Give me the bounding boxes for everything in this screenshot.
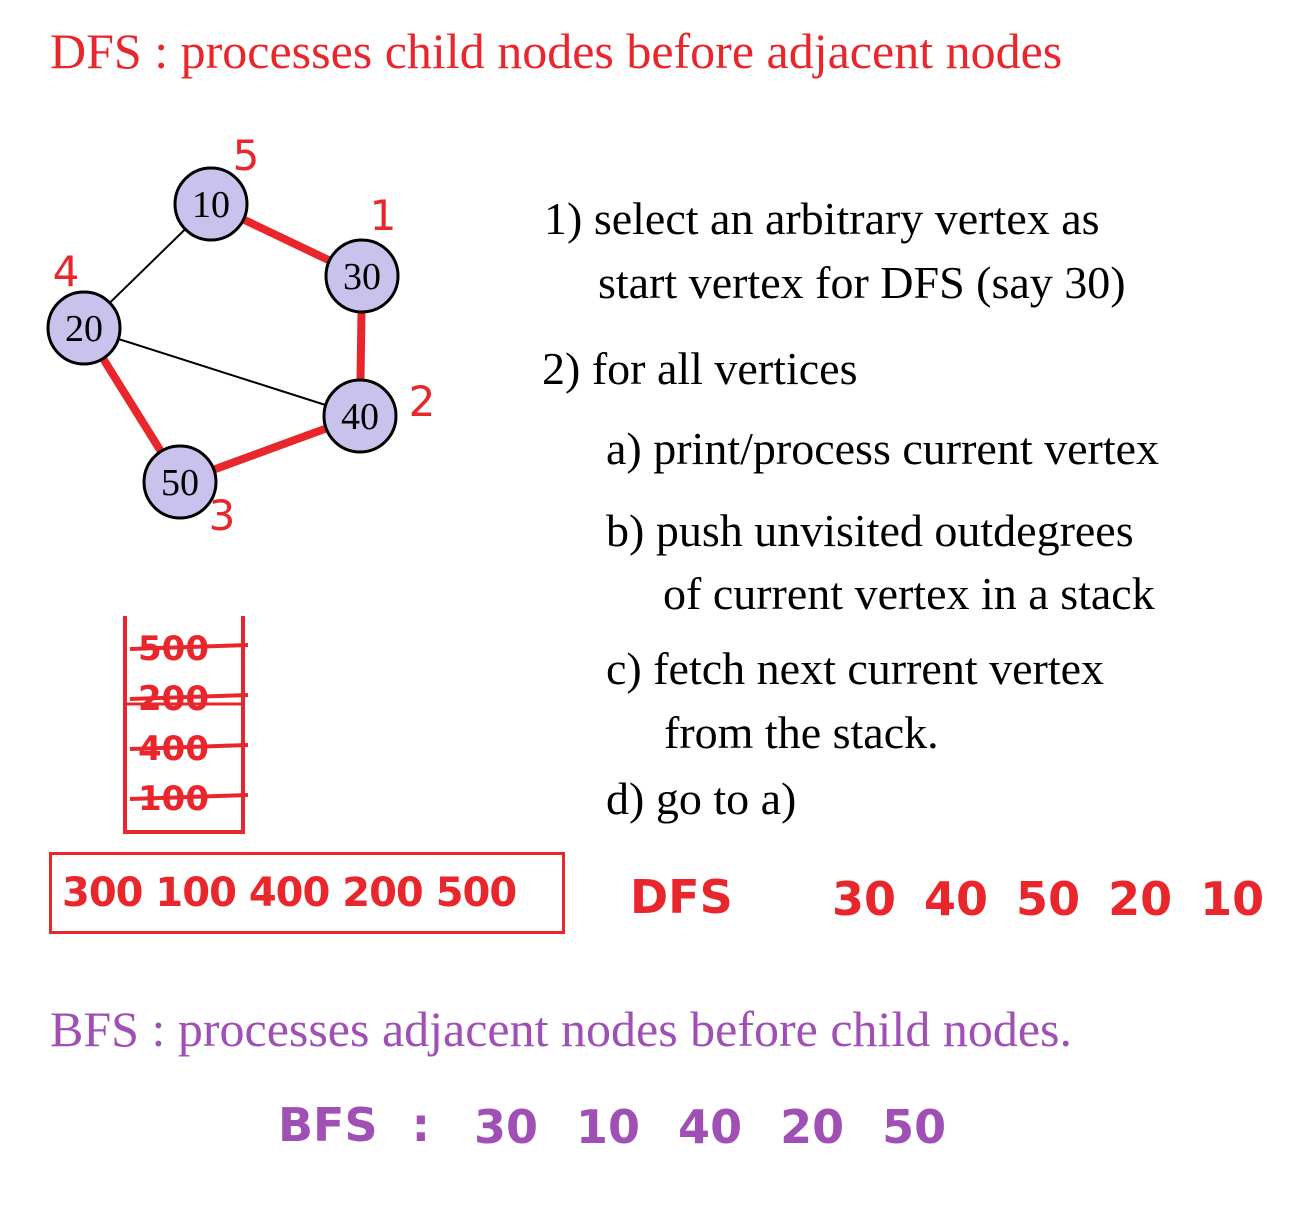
node-20 — [46, 290, 122, 366]
step-2d: d) go to a) — [606, 773, 797, 824]
node-label-40: 40 — [341, 396, 379, 438]
visit-order-20: 4 — [53, 247, 80, 296]
step-2b-line-2: of current vertex in a stack — [663, 568, 1155, 619]
edge-20-40 — [83, 327, 361, 417]
node-50 — [142, 444, 218, 520]
graph-diagram: 10 30 20 40 50 5 1 4 2 3 — [46, 131, 436, 540]
node-label-30: 30 — [343, 256, 381, 298]
bfs-result-label: BFS : — [278, 1098, 431, 1152]
node-40 — [322, 378, 398, 454]
step-2a: a) print/process current vertex — [606, 423, 1160, 474]
step-2b-line-1: b) push unvisited outdegrees — [606, 505, 1134, 556]
stack-strike-100 — [129, 793, 249, 801]
step-2: 2) for all vertices — [542, 343, 858, 394]
visit-order-box — [49, 852, 565, 934]
node-label-50: 50 — [161, 462, 199, 504]
step-2c-line-2: from the stack. — [664, 707, 939, 758]
node-label-20: 20 — [65, 308, 103, 350]
stack-strike-400 — [129, 743, 249, 751]
step-2c-line-1: c) fetch next current vertex — [606, 643, 1105, 694]
bfs-result-sequence: 30 10 40 20 50 — [474, 1100, 947, 1154]
bfs-title: BFS : processes adjacent nodes before ch… — [50, 1001, 1072, 1057]
visit-order-10: 5 — [233, 131, 260, 180]
step-1-line-1: 1) select an arbitrary vertex as — [544, 193, 1100, 244]
dfs-result-sequence: 30 40 50 20 10 — [832, 872, 1265, 926]
stack-strike-200 — [129, 693, 249, 701]
step-1-line-2: start vertex for DFS (say 30) — [598, 257, 1126, 308]
graph-edges — [80, 200, 366, 486]
node-10 — [173, 166, 249, 242]
visit-order-50: 3 — [209, 491, 236, 540]
node-label-10: 10 — [192, 184, 230, 226]
node-30 — [324, 238, 400, 314]
visit-order-labels: 5 1 4 2 3 — [53, 131, 436, 540]
visit-order-40: 2 — [409, 377, 436, 426]
visit-order-text: 300 100 400 200 500 — [62, 870, 517, 916]
visit-order-30: 1 — [370, 191, 397, 240]
dfs-result-label: DFS — [630, 870, 733, 924]
graph-nodes: 10 30 20 40 50 — [46, 166, 400, 520]
dfs-title: DFS : processes child nodes before adjac… — [50, 23, 1063, 79]
stack-strike-500 — [129, 643, 249, 651]
